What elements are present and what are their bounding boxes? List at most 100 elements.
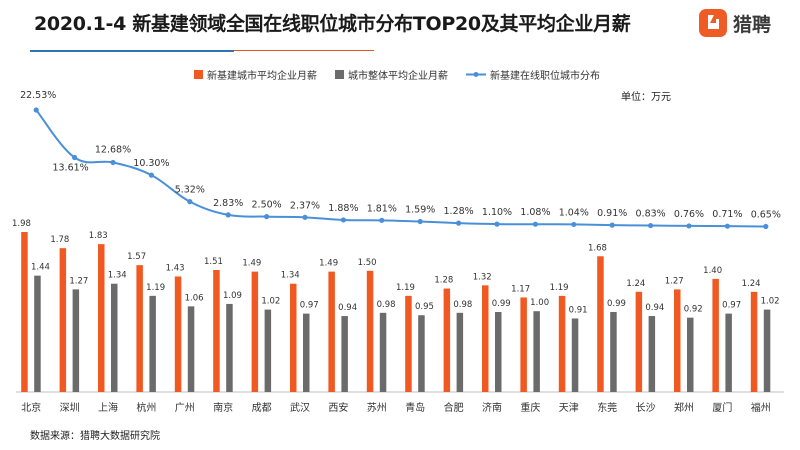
- bar-label-series1: 1.98: [12, 219, 31, 229]
- x-tick-label: 重庆: [520, 401, 540, 414]
- line-label-series3: 0.71%: [712, 209, 742, 220]
- bar-series2: [571, 318, 579, 392]
- bar-series1: [405, 295, 412, 392]
- bar-series1: [443, 288, 451, 392]
- bar-series1: [251, 271, 259, 392]
- bar-series2: [111, 283, 118, 392]
- x-tick-label: 福州: [751, 401, 771, 414]
- legend-swatch-series1: [194, 70, 203, 79]
- line-point-series3: [763, 223, 769, 230]
- legend-label-series3: 新基建在线职位城市分布: [490, 71, 600, 82]
- unit-label: 单位：万元: [621, 92, 671, 103]
- bar-label-series2: 0.94: [338, 303, 357, 313]
- x-tick-label: 杭州: [136, 401, 156, 414]
- line-label-series3: 13.61%: [52, 162, 88, 173]
- bar-series2: [264, 309, 272, 392]
- bar-label-series1: 1.40: [703, 266, 722, 276]
- bar-label-series1: 1.57: [127, 252, 146, 262]
- bar-series2: [456, 312, 464, 392]
- bar-label-series2: 1.27: [69, 276, 88, 286]
- liepin-logo-icon: [699, 9, 727, 37]
- line-point-series3: [648, 222, 654, 229]
- line-label-series3: 2.50%: [252, 200, 282, 211]
- bar-label-series1: 1.49: [242, 259, 261, 269]
- bar-label-series2: 0.95: [415, 302, 434, 312]
- line-label-series3: 5.32%: [175, 185, 205, 196]
- bar-series1: [712, 278, 719, 392]
- bar-series1: [328, 271, 335, 392]
- bar-series2: [341, 316, 348, 392]
- x-tick-label: 天津: [559, 402, 579, 414]
- bar-series1: [750, 291, 758, 392]
- x-tick-label: 成都: [252, 402, 272, 414]
- line-series3: [35, 109, 766, 228]
- bar-series1: [21, 232, 28, 392]
- bar-series2: [72, 289, 80, 392]
- line-label-series3: 0.83%: [636, 209, 666, 220]
- bar-series1: [520, 297, 527, 392]
- bar-series1: [59, 248, 67, 392]
- line-point-series3: [110, 159, 116, 166]
- x-tick-label: 深圳: [60, 402, 80, 414]
- bar-label-series2: 1.09: [223, 291, 242, 301]
- line-label-series3: 22.53%: [20, 90, 56, 101]
- x-tick-label: 西安: [328, 401, 348, 414]
- bar-label-series1: 1.28: [434, 276, 453, 286]
- bar-label-series1: 1.17: [511, 284, 530, 294]
- bar-label-series1: 1.34: [281, 271, 300, 281]
- bar-series2: [763, 309, 771, 392]
- x-tick-label: 厦门: [712, 401, 732, 414]
- line-label-series3: 2.37%: [290, 200, 320, 211]
- bar-label-series2: 0.99: [492, 299, 511, 309]
- x-tick-label: 上海: [98, 401, 118, 414]
- bar-series2: [418, 315, 425, 392]
- line-label-series3: 2.83%: [213, 198, 243, 209]
- bar-series2: [687, 317, 694, 392]
- bar-series2: [303, 313, 310, 392]
- bar-label-series1: 1.51: [204, 257, 223, 267]
- bar-series1: [136, 265, 143, 392]
- bar-label-series2: 0.99: [607, 299, 626, 309]
- bar-series1: [597, 256, 604, 392]
- legend-label-series2: 城市整体平均企业月薪: [348, 71, 448, 82]
- line-label-series3: 1.81%: [367, 203, 397, 214]
- x-tick-label: 长沙: [636, 402, 656, 414]
- bar-label-series2: 0.97: [300, 301, 319, 311]
- data-source: 数据来源：猎聘大数据研究院: [30, 431, 160, 442]
- bar-label-series1: 1.27: [665, 276, 684, 286]
- bar-label-series1: 1.49: [319, 259, 338, 269]
- bar-label-series1: 1.24: [742, 279, 761, 289]
- line-point-series3: [264, 214, 270, 220]
- bar-label-series2: 1.06: [185, 293, 204, 303]
- chart-title: 2020.1-4 新基建领域全国在线职位城市分布TOP20及其平均企业月薪: [34, 13, 631, 35]
- bar-label-series2: 1.02: [761, 297, 780, 307]
- line-label-series3: 1.10%: [482, 207, 512, 218]
- x-tick-label: 济南: [482, 401, 502, 414]
- bar-label-series1: 1.83: [89, 231, 108, 241]
- bar-label-series1: 1.68: [588, 243, 607, 253]
- bar-label-series2: 0.98: [377, 300, 396, 310]
- line-label-series3: 1.08%: [520, 207, 550, 218]
- x-tick-label: 郑州: [674, 401, 694, 414]
- legend-swatch-series2: [335, 70, 344, 79]
- line-point-series3: [187, 199, 193, 205]
- bar-series2: [34, 275, 41, 392]
- bar-label-series2: 1.00: [530, 298, 549, 308]
- line-point-series3: [532, 221, 539, 227]
- title-underline: [30, 50, 234, 52]
- line-point-series3: [379, 217, 385, 223]
- bar-series2: [495, 312, 502, 392]
- line-point-series3: [417, 218, 423, 225]
- bar-label-series2: 1.44: [31, 263, 50, 273]
- x-tick-label: 苏州: [367, 401, 387, 414]
- bar-label-series2: 0.91: [569, 305, 588, 315]
- line-point-series3: [72, 154, 78, 161]
- x-tick-label: 东莞: [597, 401, 617, 414]
- bar-series1: [366, 270, 374, 392]
- bar-label-series1: 1.43: [166, 263, 185, 273]
- chart-legend: 新基建城市平均企业月薪 城市整体平均企业月薪 新基建在线职位城市分布: [194, 67, 600, 82]
- x-tick-label: 南京: [213, 401, 233, 414]
- bar-series1: [558, 295, 566, 392]
- bar-series2: [149, 295, 156, 392]
